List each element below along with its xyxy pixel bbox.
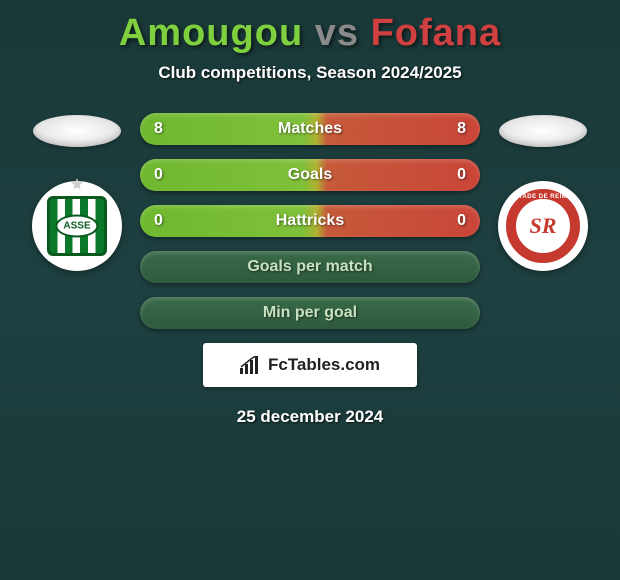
- player2-name: Fofana: [371, 12, 502, 54]
- stat-left-value: 0: [154, 212, 174, 230]
- subtitle: Club competitions, Season 2024/2025: [158, 63, 461, 83]
- main-area: ★ 8 Matches 8 0 Goals 0 0 Hattricks 0 Go…: [0, 113, 620, 329]
- stat-right-value: 0: [446, 212, 466, 230]
- stat-row-hattricks: 0 Hattricks 0: [140, 205, 480, 237]
- stat-label: Hattricks: [276, 212, 344, 230]
- stat-row-min-per-goal: Min per goal: [140, 297, 480, 329]
- stat-label: Min per goal: [263, 304, 357, 322]
- stat-right-value: 8: [446, 120, 466, 138]
- brand-link[interactable]: FcTables.com: [203, 343, 417, 387]
- left-column: ★: [32, 113, 122, 271]
- vs-text: vs: [315, 12, 359, 54]
- player2-photo-placeholder: [499, 115, 587, 147]
- brand-text: FcTables.com: [268, 355, 380, 375]
- player1-photo-placeholder: [33, 115, 121, 147]
- stats-column: 8 Matches 8 0 Goals 0 0 Hattricks 0 Goal…: [140, 113, 480, 329]
- stat-right-value: 0: [446, 166, 466, 184]
- stat-label: Goals per match: [247, 258, 372, 276]
- stat-label: Matches: [278, 120, 342, 138]
- stat-left-value: 0: [154, 166, 174, 184]
- page-title: Amougou vs Fofana: [119, 12, 501, 55]
- team1-badge: ★: [32, 181, 122, 271]
- stat-label: Goals: [288, 166, 332, 184]
- team2-badge: STADE DE REIMS: [498, 181, 588, 271]
- comparison-card: Amougou vs Fofana Club competitions, Sea…: [0, 0, 620, 427]
- right-column: STADE DE REIMS: [498, 113, 588, 271]
- star-icon: ★: [71, 175, 84, 192]
- stat-row-goals-per-match: Goals per match: [140, 251, 480, 283]
- stat-row-goals: 0 Goals 0: [140, 159, 480, 191]
- player1-name: Amougou: [119, 12, 303, 54]
- date-text: 25 december 2024: [237, 407, 384, 427]
- bars-icon: [240, 356, 262, 374]
- team2-ring-text: STADE DE REIMS: [498, 194, 588, 200]
- stat-row-matches: 8 Matches 8: [140, 113, 480, 145]
- stat-left-value: 8: [154, 120, 174, 138]
